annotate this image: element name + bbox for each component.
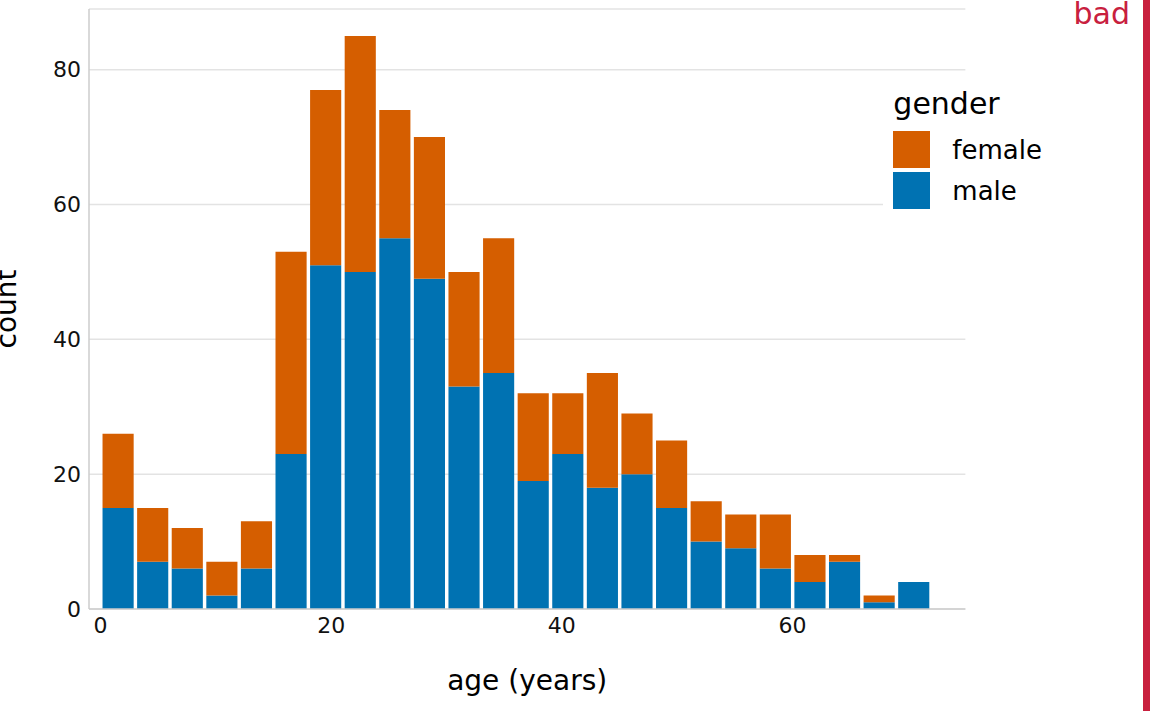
- svg-text:0: 0: [67, 597, 81, 622]
- svg-text:80: 80: [53, 57, 81, 82]
- svg-text:60: 60: [53, 192, 81, 217]
- html-text:gender: gender: [893, 86, 1000, 121]
- html-text:male: male: [952, 175, 1017, 206]
- svg-text:0: 0: [94, 613, 108, 638]
- svg-text:20: 20: [53, 462, 81, 487]
- svg-text:40: 40: [548, 613, 576, 638]
- html-text:female: female: [952, 134, 1042, 165]
- svg-text:20: 20: [317, 613, 345, 638]
- svg-text:count: count: [8, 269, 23, 348]
- svg-text:60: 60: [778, 613, 806, 638]
- svg-text:40: 40: [53, 327, 81, 352]
- svg-text:age (years): age (years): [447, 664, 607, 697]
